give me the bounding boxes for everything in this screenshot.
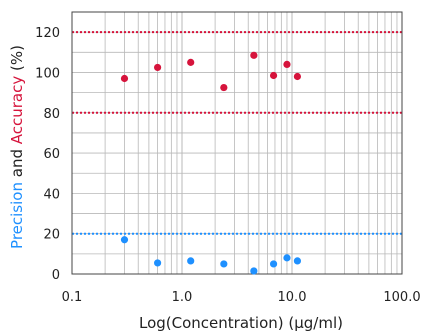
accuracy-point — [283, 60, 291, 68]
precision-point — [153, 259, 162, 267]
accuracy-point — [250, 51, 258, 59]
precision-point — [293, 257, 302, 265]
accuracy-point — [220, 83, 228, 92]
x-tick-labels: 0.1 1.0 10.0 100.0 — [62, 290, 421, 305]
y-axis-title-precision: Precision — [8, 182, 26, 249]
reference-lines — [72, 31, 402, 235]
y-tick-labels: 0 20 40 60 80 100 120 — [35, 26, 60, 283]
plot-frame — [71, 11, 403, 275]
grid-layer — [71, 11, 402, 275]
x-tick-label: 10.0 — [278, 290, 307, 305]
y-tick-label: 80 — [43, 107, 60, 122]
x-tick-label: 100.0 — [383, 290, 420, 305]
accuracy-point — [187, 58, 195, 66]
precision-point — [220, 260, 228, 268]
precision-point — [283, 254, 291, 262]
y-tick-label: 60 — [43, 147, 60, 162]
precision-point — [269, 260, 278, 268]
accuracy-point — [269, 71, 278, 80]
precision-point — [120, 236, 129, 244]
data-points — [120, 51, 302, 275]
y-axis-title-and: and — [8, 144, 26, 182]
precision-point — [250, 267, 258, 275]
accuracy-point — [293, 72, 302, 81]
y-tick-label: 0 — [52, 268, 60, 283]
x-axis-title: Log(Concentration) (µg/ml) — [139, 314, 343, 332]
y-tick-label: 120 — [35, 26, 60, 41]
x-tick-label: 1.0 — [172, 290, 193, 305]
y-tick-label: 40 — [43, 187, 60, 202]
y-tick-label: 100 — [35, 66, 60, 81]
y-axis-title: Precision and Accuracy (%) — [8, 45, 26, 249]
y-axis-title-accuracy: Accuracy — [8, 76, 26, 145]
y-tick-label: 20 — [43, 228, 60, 243]
accuracy-point — [153, 63, 162, 72]
precision-point — [187, 257, 195, 265]
accuracy-point — [120, 74, 129, 83]
y-axis-title-unit: (%) — [8, 45, 26, 76]
x-tick-label: 0.1 — [62, 290, 83, 305]
